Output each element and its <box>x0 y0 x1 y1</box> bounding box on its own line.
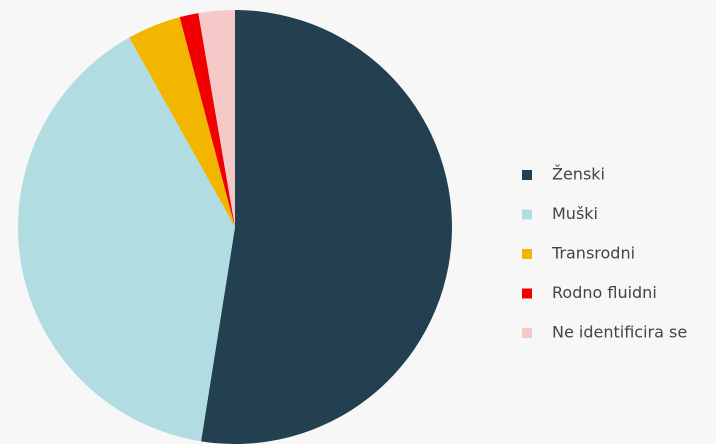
pie-slice <box>17 37 235 442</box>
pie-slice <box>201 10 453 444</box>
legend-label: Ne identificira se <box>552 323 687 342</box>
pie-slice <box>179 13 235 227</box>
legend-marker <box>522 288 532 299</box>
legend-label: Transrodni <box>551 244 635 263</box>
legend-label: Rodno fluidni <box>552 283 657 302</box>
legend-label: Muški <box>552 204 598 223</box>
legend-marker <box>522 209 532 220</box>
legend-marker <box>522 249 532 259</box>
pie-slice <box>198 10 235 227</box>
legend-marker <box>522 328 532 338</box>
legend-marker <box>522 170 532 180</box>
legend-label: Ženski <box>552 165 605 184</box>
pie-slice <box>129 17 235 228</box>
